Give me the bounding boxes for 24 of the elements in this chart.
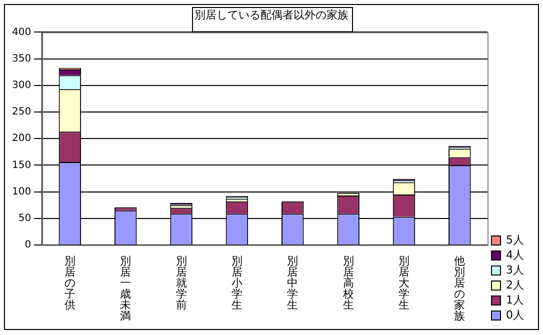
y-tick-label: 300 [12, 80, 32, 91]
legend-label: 4人 [506, 248, 524, 262]
y-tick-label: 100 [12, 186, 32, 198]
legend-label: 1人 [506, 293, 524, 306]
y-tick-label: 50 [18, 212, 32, 224]
legend-label: 0人 [506, 308, 524, 322]
x-tick-label: 別居就学前 [176, 254, 187, 312]
x-tick-label: 別居一歳未満 [120, 254, 132, 322]
x-tick-label: 他別居の家族 [454, 254, 466, 322]
legend-label: 2人 [506, 278, 524, 292]
y-tick-label: 250 [12, 106, 32, 118]
x-tick-label: 別居小学生 [231, 254, 242, 312]
legend-label: 3人 [506, 263, 524, 276]
y-tick-label: 200 [12, 133, 32, 144]
y-tick-label: 150 [12, 160, 32, 171]
x-tick-label: 別居中学生 [287, 254, 298, 312]
y-tick-label: 0 [24, 240, 32, 251]
x-tick-label: 別居の子供 [64, 254, 76, 312]
x-tick-label: 別居高校生 [342, 254, 354, 312]
x-tick-label: 別居大学生 [398, 254, 410, 312]
chart-title: 別居している配偶者以外の家族 [194, 8, 348, 22]
y-tick-label: 350 [12, 53, 32, 64]
y-tick-label: 400 [12, 26, 32, 38]
legend-label: 5人 [506, 233, 524, 246]
